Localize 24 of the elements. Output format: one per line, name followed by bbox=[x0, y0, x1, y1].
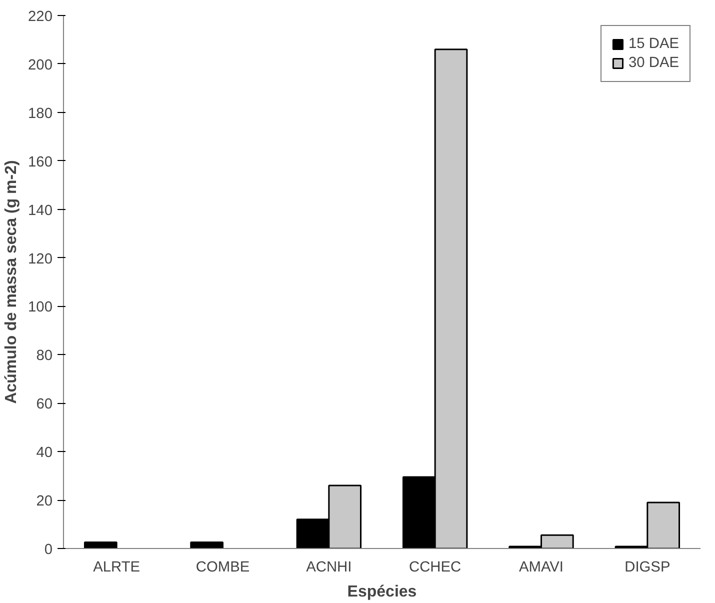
y-tick-label: 20 bbox=[36, 494, 53, 510]
y-axis-title: Acúmulo de massa seca (g m-2) bbox=[3, 160, 20, 404]
x-tick-label: AMAVI bbox=[518, 560, 564, 576]
bar bbox=[84, 541, 118, 548]
y-tick-label: 0 bbox=[44, 542, 53, 558]
y-tick-label: 180 bbox=[28, 106, 53, 122]
y-tick-label: 160 bbox=[28, 154, 53, 170]
x-tick-label: COMBE bbox=[196, 560, 250, 576]
y-tick-label: 100 bbox=[28, 300, 53, 316]
x-tick-label: CCHEC bbox=[409, 560, 462, 576]
y-tick-label: 60 bbox=[36, 396, 53, 413]
x-tick-label: ACNHI bbox=[306, 560, 352, 576]
y-tick-label: 220 bbox=[28, 9, 53, 25]
y-tick-label: 140 bbox=[28, 202, 53, 219]
y-tick-label: 80 bbox=[36, 348, 53, 364]
y-tick-label: 200 bbox=[28, 57, 53, 74]
x-tick-label: ALRTE bbox=[93, 560, 140, 576]
bar bbox=[190, 541, 224, 548]
x-tick-label: DIGSP bbox=[624, 560, 670, 576]
y-tick-label: 120 bbox=[28, 251, 53, 268]
legend-label: 30 DAE bbox=[628, 55, 679, 71]
x-axis-title: Espécies bbox=[347, 584, 417, 600]
y-tick-label: 40 bbox=[36, 445, 53, 462]
legend-label: 15 DAE bbox=[628, 36, 679, 52]
